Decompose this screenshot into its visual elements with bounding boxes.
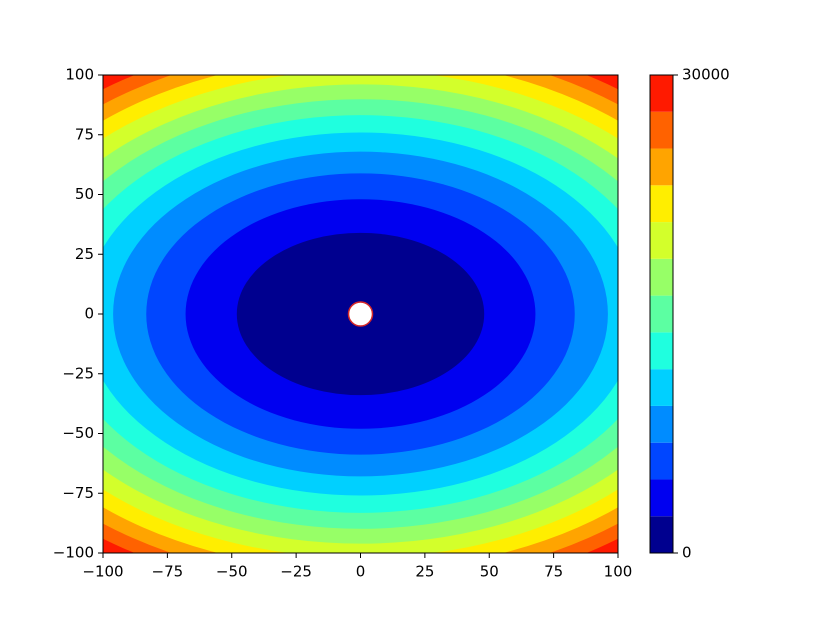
y-tick-label: 0 <box>84 305 94 323</box>
colorbar-band <box>650 258 673 296</box>
colorbar-band <box>650 369 673 406</box>
colorbar-band <box>650 222 673 259</box>
x-tick-label: −100 <box>82 563 123 581</box>
colorbar-tick-label: 30000 <box>682 66 730 84</box>
x-tick-label: 75 <box>544 563 563 581</box>
colorbar-band <box>650 332 673 370</box>
colorbar-band <box>650 479 673 517</box>
y-tick-label: −100 <box>53 544 94 562</box>
y-tick-label: −25 <box>62 364 94 382</box>
y-tick-label: 100 <box>65 66 94 84</box>
x-tick-label: −25 <box>280 563 312 581</box>
x-tick-label: −75 <box>152 563 184 581</box>
y-tick-label: 25 <box>75 245 94 263</box>
x-tick-label: 25 <box>415 563 434 581</box>
x-tick-label: 0 <box>356 563 366 581</box>
colorbar-band <box>650 405 673 443</box>
colorbar-band <box>650 75 673 112</box>
colorbar-band <box>650 516 673 553</box>
y-tick-label: 75 <box>75 125 94 143</box>
colorbar-band <box>650 442 673 480</box>
y-tick-label: −75 <box>62 484 94 502</box>
x-tick-label: 50 <box>480 563 499 581</box>
colorbar-tick-label: 0 <box>682 544 692 562</box>
colorbar-frame <box>649 74 674 554</box>
y-tick-label: −50 <box>62 424 94 442</box>
x-tick-label: 100 <box>604 563 633 581</box>
marker <box>347 301 374 327</box>
colorbar-band <box>650 295 673 333</box>
x-tick-label: −50 <box>216 563 248 581</box>
y-tick-label: 50 <box>75 185 94 203</box>
colorbar-band <box>650 148 673 186</box>
colorbar-band <box>650 111 673 149</box>
plot-area <box>103 75 618 553</box>
colorbar-band <box>650 185 673 223</box>
